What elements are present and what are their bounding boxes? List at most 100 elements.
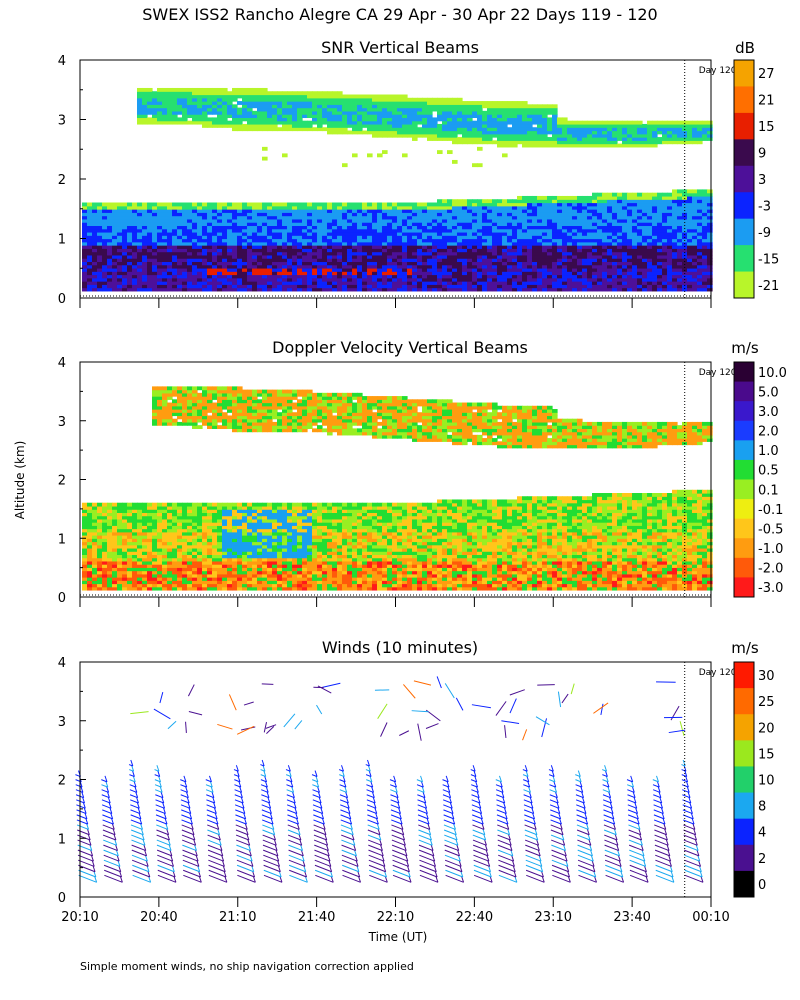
heatmap-cell — [502, 199, 508, 204]
heatmap-cell — [557, 117, 563, 122]
heatmap-cell — [707, 254, 713, 259]
heatmap-cell — [207, 245, 213, 249]
heatmap-cell — [517, 241, 523, 246]
heatmap-cell — [267, 245, 273, 249]
heatmap-cell — [87, 228, 93, 233]
heatmap-cell — [162, 258, 168, 263]
heatmap-cell — [382, 267, 388, 272]
heatmap-cell — [372, 261, 378, 266]
heatmap-cell — [487, 235, 493, 240]
heatmap-cell — [137, 225, 143, 230]
heatmap-cell — [207, 241, 213, 246]
heatmap-cell — [117, 248, 123, 253]
heatmap-cell — [252, 110, 258, 115]
heatmap-cell — [117, 235, 123, 240]
heatmap-cell — [207, 225, 213, 230]
heatmap-cell — [282, 271, 288, 276]
heatmap-cell — [362, 258, 368, 263]
heatmap-cell — [352, 225, 358, 230]
heatmap-cell — [327, 245, 333, 249]
heatmap-cell — [367, 251, 373, 256]
heatmap-cell — [207, 254, 213, 259]
heatmap-cell — [622, 251, 628, 256]
heatmap-cell — [392, 133, 398, 138]
heatmap-cell — [427, 137, 433, 141]
heatmap-cell — [167, 107, 173, 112]
heatmap-cell — [372, 123, 378, 128]
heatmap-cell — [512, 251, 518, 256]
heatmap-cell — [597, 228, 603, 233]
heatmap-cell — [312, 107, 318, 112]
heatmap-cell — [352, 101, 358, 105]
heatmap-cell — [417, 231, 423, 236]
heatmap-cell — [322, 251, 328, 256]
heatmap-cell — [372, 231, 378, 236]
heatmap-cell — [567, 120, 573, 125]
heatmap-cell — [507, 143, 513, 148]
heatmap-cell — [427, 123, 433, 128]
heatmap-cell — [342, 123, 348, 128]
heatmap-cell — [607, 205, 613, 210]
heatmap-cell — [367, 94, 373, 99]
heatmap-cell — [662, 271, 668, 276]
heatmap-cell — [292, 277, 298, 282]
heatmap-cell — [277, 271, 283, 276]
heatmap-cell — [407, 104, 413, 109]
heatmap-cell — [377, 114, 383, 119]
heatmap-cell — [437, 133, 443, 138]
heatmap-cell — [562, 209, 568, 213]
heatmap-cell — [242, 274, 248, 279]
heatmap-cell — [552, 120, 558, 125]
heatmap-cell — [82, 267, 88, 272]
heatmap-cell — [302, 114, 308, 119]
heatmap-cell — [647, 225, 653, 230]
colorbar-label: 15 — [758, 120, 775, 135]
heatmap-cell — [592, 267, 598, 272]
heatmap-cell — [667, 284, 673, 289]
heatmap-cell — [167, 202, 173, 207]
heatmap-cell — [672, 284, 678, 289]
heatmap-cell — [432, 248, 438, 253]
heatmap-cell — [367, 104, 373, 109]
heatmap-cell — [507, 140, 513, 145]
heatmap-cell — [477, 251, 483, 256]
heatmap-cell — [392, 258, 398, 263]
heatmap-cell — [662, 127, 668, 132]
heatmap-cell — [452, 225, 458, 230]
heatmap-cell — [237, 287, 243, 292]
heatmap-cell — [342, 120, 348, 125]
heatmap-cell — [537, 245, 543, 249]
heatmap-cell — [362, 261, 368, 266]
heatmap-cell — [282, 248, 288, 253]
heatmap-cell — [497, 245, 503, 249]
heatmap-cell — [522, 245, 528, 249]
heatmap-cell — [647, 192, 653, 197]
heatmap-cell — [562, 254, 568, 259]
heatmap-cell — [452, 254, 458, 259]
heatmap-cell — [252, 264, 258, 269]
heatmap-cell — [317, 248, 323, 253]
heatmap-cell — [277, 202, 283, 207]
heatmap-cell — [467, 133, 473, 138]
heatmap-cell — [197, 238, 203, 243]
heatmap-cell — [477, 104, 483, 109]
heatmap-cell — [312, 91, 318, 96]
heatmap-cell — [292, 91, 298, 96]
heatmap-cell — [642, 238, 648, 243]
heatmap-cell — [162, 267, 168, 272]
heatmap-cell — [427, 251, 433, 256]
heatmap-cell — [637, 205, 643, 210]
heatmap-cell — [522, 264, 528, 269]
heatmap-cell — [687, 140, 693, 145]
heatmap-cell — [112, 205, 118, 210]
heatmap-cell — [427, 264, 433, 269]
heatmap-cell — [397, 258, 403, 263]
heatmap-cell — [192, 114, 198, 119]
heatmap-cell — [157, 248, 163, 253]
heatmap-cell — [417, 104, 423, 109]
heatmap-cell — [197, 261, 203, 266]
heatmap-cell — [162, 101, 168, 105]
heatmap-cell — [527, 133, 533, 138]
heatmap-cell — [267, 97, 273, 102]
heatmap-cell — [147, 87, 153, 92]
